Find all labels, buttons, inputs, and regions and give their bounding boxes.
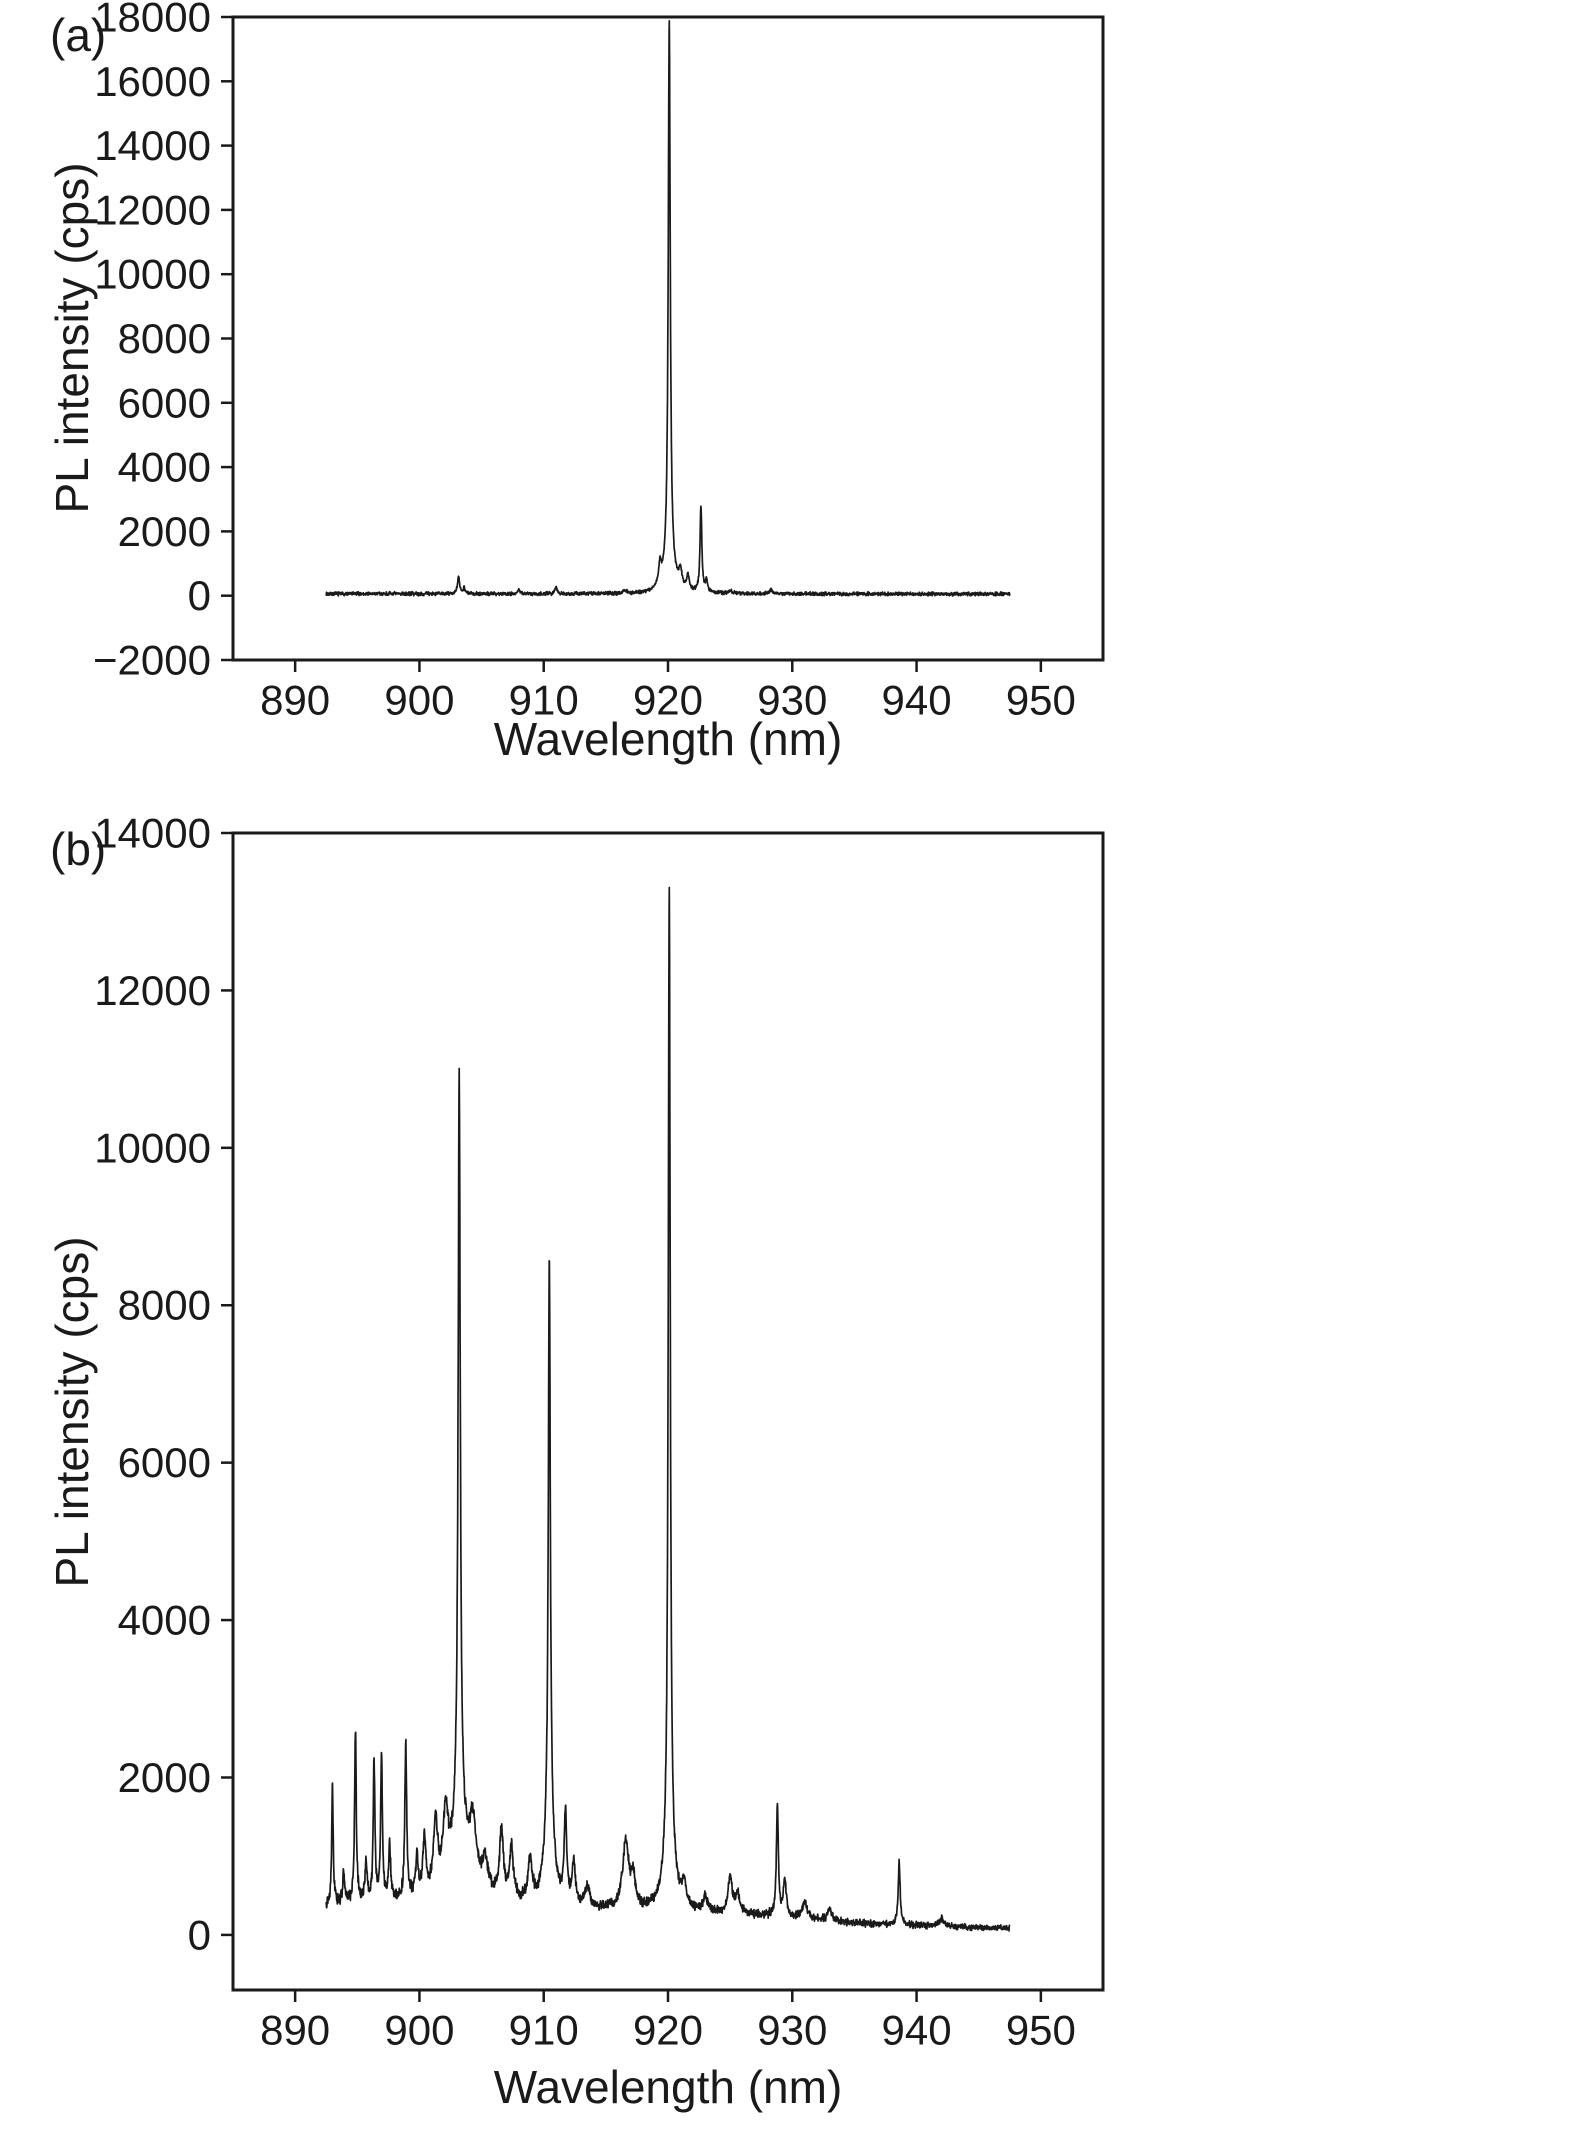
y-tick-label: 14000	[94, 122, 211, 169]
y-tick-label: −2000	[93, 637, 211, 684]
panel-b-x-axis-label: Wavelength (nm)	[493, 2061, 843, 2113]
panel-b-label: (b)	[50, 823, 107, 875]
y-tick-label: 0	[188, 1911, 211, 1958]
x-tick-label: 950	[1006, 676, 1076, 723]
x-tick-label: 940	[882, 2006, 952, 2053]
x-tick-label: 940	[882, 676, 952, 723]
y-tick-label: 12000	[94, 967, 211, 1014]
panel-a-label: (a)	[50, 9, 107, 61]
y-tick-label: 14000	[94, 810, 211, 857]
plot-box	[231, 15, 1105, 662]
panel-a-y-axis-label: PL intensity (cps)	[46, 162, 98, 514]
spectrum-line	[325, 886, 1011, 1932]
y-tick-label: 0	[188, 572, 211, 619]
x-tick-label: 900	[384, 2006, 454, 2053]
panel-a-x-axis-label: Wavelength (nm)	[493, 713, 843, 765]
y-tick-label: 10000	[94, 1124, 211, 1171]
plot-box	[231, 831, 1105, 1992]
y-tick-label: 4000	[118, 1597, 211, 1644]
y-tick-label: 4000	[118, 444, 211, 491]
x-tick-label: 890	[260, 676, 330, 723]
y-tick-label: 8000	[118, 1282, 211, 1329]
x-tick-label: 930	[757, 676, 827, 723]
y-tick-label: 18000	[94, 0, 211, 41]
y-tick-label: 8000	[118, 315, 211, 362]
x-tick-label: 930	[757, 2006, 827, 2053]
x-tick-label: 910	[509, 676, 579, 723]
y-tick-label: 2000	[118, 1754, 211, 1801]
spectrum-line	[325, 20, 1011, 597]
y-tick-label: 10000	[94, 251, 211, 298]
y-tick-label: 2000	[118, 508, 211, 555]
y-tick-label: 12000	[94, 186, 211, 233]
x-tick-label: 950	[1006, 2006, 1076, 2053]
x-tick-label: 890	[260, 2006, 330, 2053]
x-tick-label: 920	[633, 676, 703, 723]
x-tick-label: 900	[384, 676, 454, 723]
y-tick-label: 6000	[118, 1439, 211, 1486]
y-tick-label: 16000	[94, 58, 211, 105]
x-tick-label: 910	[509, 2006, 579, 2053]
y-tick-label: 6000	[118, 379, 211, 426]
panel-b-y-axis-label: PL intensity (cps)	[46, 1236, 98, 1588]
x-tick-label: 920	[633, 2006, 703, 2053]
